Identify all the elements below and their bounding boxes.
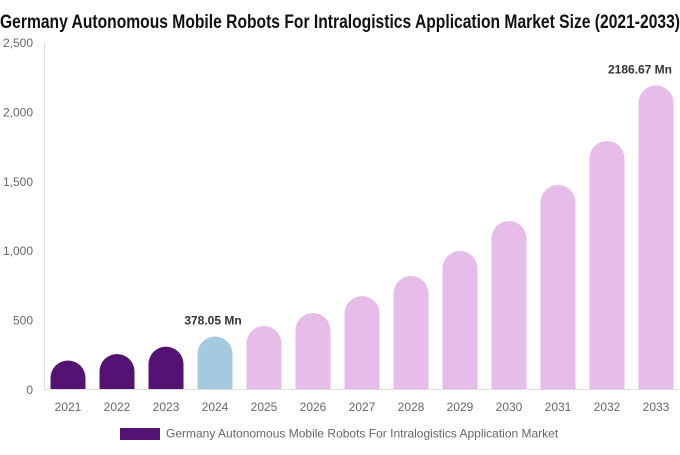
bar-2029 xyxy=(442,251,478,389)
bar-2022 xyxy=(99,354,135,389)
y-tick-label: 500 xyxy=(13,314,33,328)
x-tick-label: 2028 xyxy=(398,400,425,414)
bar-2021 xyxy=(50,360,86,389)
x-tick-label: 2033 xyxy=(643,400,670,414)
legend-swatch xyxy=(120,428,160,440)
bar-2030 xyxy=(491,221,527,389)
chart-title: Germany Autonomous Mobile Robots For Int… xyxy=(0,12,680,33)
x-tick-label: 2032 xyxy=(594,400,621,414)
x-tick-label: 2021 xyxy=(55,400,82,414)
bar-2024 xyxy=(197,336,233,389)
y-tick-label: 1,500 xyxy=(3,175,33,189)
x-tick-label: 2024 xyxy=(202,400,229,414)
bar-2031 xyxy=(540,184,576,389)
x-tick-label: 2023 xyxy=(153,400,180,414)
x-tick-label: 2031 xyxy=(545,400,572,414)
bar-2027 xyxy=(344,296,380,389)
legend-label: Germany Autonomous Mobile Robots For Int… xyxy=(166,427,559,441)
x-tick-label: 2027 xyxy=(349,400,376,414)
bar-2025 xyxy=(246,325,282,389)
bar-2028 xyxy=(393,276,429,389)
bar-2033 xyxy=(638,85,674,389)
x-tick-label: 2025 xyxy=(251,400,278,414)
y-tick-label: 2,500 xyxy=(3,36,33,50)
legend: Germany Autonomous Mobile Robots For Int… xyxy=(120,427,559,441)
y-tick-label: 1,000 xyxy=(3,244,33,258)
y-tick-label: 0 xyxy=(26,383,33,397)
bar-2026 xyxy=(295,312,331,389)
data-label: 378.05 Mn xyxy=(184,314,241,328)
x-tick-label: 2022 xyxy=(104,400,131,414)
x-tick-label: 2029 xyxy=(447,400,474,414)
bar-2023 xyxy=(148,346,184,389)
x-tick-label: 2030 xyxy=(496,400,523,414)
bar-2032 xyxy=(589,140,625,389)
x-tick-label: 2026 xyxy=(300,400,327,414)
data-label: 2186.67 Mn xyxy=(608,62,672,76)
y-tick-label: 2,000 xyxy=(3,105,33,119)
